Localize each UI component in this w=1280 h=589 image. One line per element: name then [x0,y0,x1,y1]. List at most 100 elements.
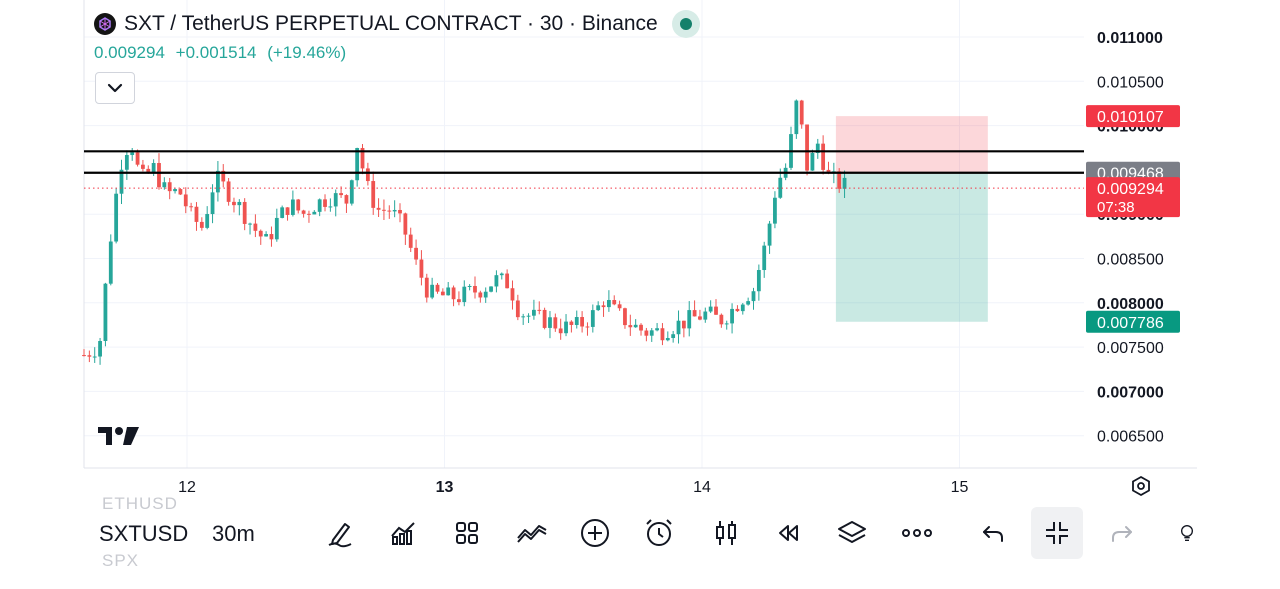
candle-body [408,234,413,248]
candle-body [665,338,670,341]
price-badge-label: 0.007786 [1097,315,1164,332]
candle-body [526,315,531,317]
candle-body [403,213,408,235]
undo-button[interactable] [973,513,1013,553]
candle-body [328,206,333,208]
ideas-button[interactable] [1177,513,1197,553]
candle-body [82,355,86,357]
pen-icon [328,523,352,548]
candle-body [435,284,440,292]
candle-body [628,325,633,328]
drawing-tools-button[interactable] [320,513,360,553]
x-axis-tick-label: 14 [693,479,711,496]
candle-body [799,100,804,125]
candle-body [103,283,108,342]
settings-icon[interactable] [1132,475,1150,497]
candle-body [767,223,772,246]
price-change-pct: (+19.46%) [267,43,347,62]
candle-body [617,304,622,309]
replay-button[interactable] [768,513,808,553]
status-dot-icon [679,18,692,30]
candle-body [499,273,504,276]
next-symbol-hint[interactable]: SPX [102,551,140,570]
candle-body [601,305,606,308]
candle-body [253,223,258,231]
candle-body [162,182,167,188]
candle-body [719,314,724,325]
exit-fullscreen-button[interactable] [1031,507,1083,559]
candle-body [542,309,547,328]
more-button[interactable] [897,513,937,553]
candle-body [189,206,194,208]
layers-icon [838,521,866,543]
candle-body [730,308,734,324]
candle-body [564,321,568,334]
candle-body [376,207,381,210]
tradingview-logo[interactable] [98,425,140,452]
candle-body [494,275,499,287]
candle-body [703,311,708,320]
collapse-legend-button[interactable] [95,72,135,104]
candle-body [146,168,151,173]
market-status-indicator[interactable] [671,10,700,38]
timeframe-selector[interactable]: 30m [212,521,255,546]
candle-body [746,301,751,305]
prev-symbol-hint[interactable]: ETHUSD [102,494,178,513]
stop-loss-zone [835,116,988,173]
candle-body [810,153,815,171]
candle-body [274,217,279,240]
candle-body [221,170,226,182]
candle-body [130,152,135,156]
symbol-selector[interactable]: SXTUSD [99,521,189,546]
candle-body [837,171,842,189]
candle-body [590,310,595,327]
y-axis-tick-label: 0.007500 [1097,340,1164,357]
candle-body [724,323,729,325]
candle-body [596,305,601,311]
candle-body [457,299,461,303]
price-badge-bg [1086,310,1180,333]
candle-body [548,317,552,328]
candle-body [98,341,102,357]
candle-body [735,308,740,312]
candle-body [698,316,702,320]
layers-button[interactable] [832,513,872,553]
candle-body [580,317,585,327]
y-axis-tick-label: 0.006500 [1097,429,1164,446]
chart-header: SXT / TetherUS PERPETUAL CONTRACT · 30 ·… [94,10,700,38]
candle-body [226,181,231,202]
redo-button[interactable] [1102,513,1142,553]
symbol-title[interactable]: SXT / TetherUS PERPETUAL CONTRACT · 30 ·… [124,12,658,35]
alert-button[interactable] [639,513,679,553]
candle-body [762,245,767,271]
add-button[interactable] [575,513,615,553]
candle-body [756,270,761,292]
candle-body [248,223,252,225]
candle-body [794,100,799,135]
candle-body [424,277,429,298]
candle-body [553,317,558,329]
candle-body [532,309,536,316]
add-icon [581,519,609,547]
sxt-logo-icon [94,13,116,35]
last-price: 0.009294 [94,43,165,62]
price-badge-label: 0.010107 [1097,109,1164,126]
candle-body [558,328,563,334]
candle-body [205,214,210,228]
candle-body [339,193,343,196]
candle-body [681,320,686,329]
indicators-button[interactable] [383,513,423,553]
candle-body [505,273,510,289]
candle-body [216,170,220,193]
candle-body [108,241,113,284]
price-chart[interactable]: 0.0110000.0105000.0100000.0090000.008500… [0,0,1280,500]
candle-body [355,148,360,181]
x-axis-tick-label: 15 [951,479,969,496]
compare-button[interactable] [512,513,552,553]
candle-body [606,300,611,308]
templates-button[interactable] [447,513,487,553]
candle-body [826,169,831,174]
chart-type-button[interactable] [706,513,746,553]
indicators-icon [391,522,415,545]
candle-body [671,334,676,339]
